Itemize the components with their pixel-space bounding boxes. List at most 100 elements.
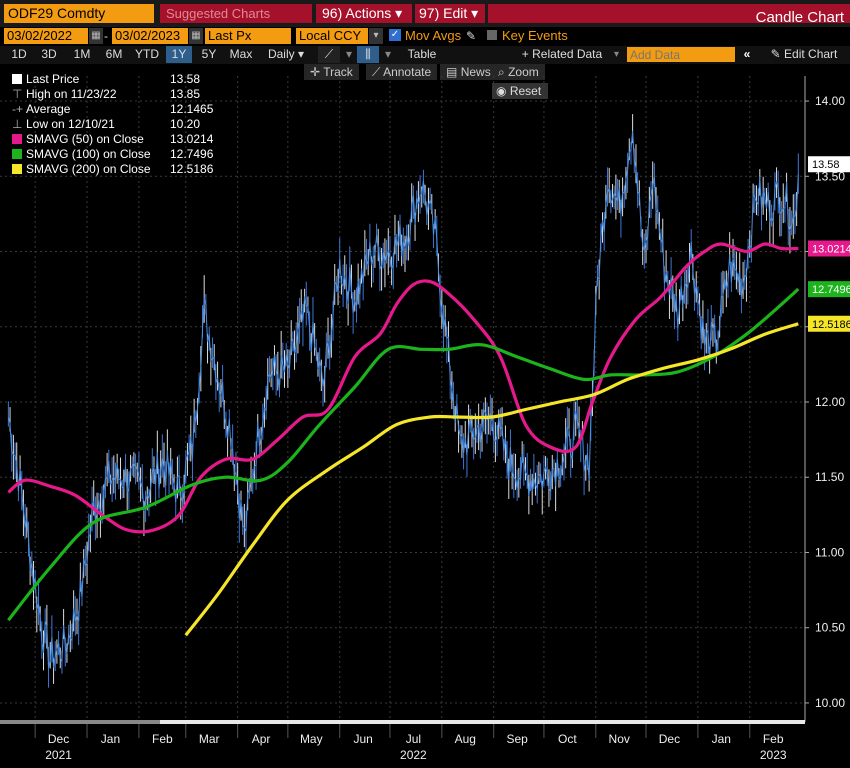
related-data-button[interactable]: + Related Data bbox=[521, 47, 603, 61]
chevron-down-icon: ▾ bbox=[297, 47, 305, 61]
legend-item-sma50: SMAVG (50) on Close 13.0214 bbox=[12, 132, 222, 146]
x-tick-label: May bbox=[300, 732, 323, 746]
average-marker-icon: -+ bbox=[12, 102, 24, 116]
last-value-tag bbox=[808, 281, 850, 298]
mov-avgs-label: Mov Avgs bbox=[405, 28, 462, 43]
table-button[interactable]: Table bbox=[407, 47, 437, 61]
news-button[interactable]: ▤ News bbox=[440, 64, 497, 80]
calendar-icon[interactable]: ▦ bbox=[189, 28, 203, 44]
last-value-text: 13.58 bbox=[812, 159, 840, 171]
actions-label: 96) Actions bbox=[322, 5, 392, 21]
legend-label: SMAVG (50) on Close bbox=[26, 132, 144, 146]
chevron-down-icon[interactable]: ▾ bbox=[345, 47, 353, 61]
key-events-checkbox[interactable] bbox=[487, 30, 497, 40]
x-axis: Dec Jan Feb Mar Apr May Jun Jul Aug Sep Oct Nov Dec J… bbox=[0, 720, 805, 762]
reset-icon: ◉ bbox=[496, 84, 507, 98]
chart-grid bbox=[0, 76, 805, 718]
moving-averages bbox=[7, 242, 800, 637]
x-tick-label: Jan bbox=[712, 732, 731, 746]
x-tick-label: Mar bbox=[199, 732, 220, 746]
range-button[interactable]: 1M bbox=[73, 47, 91, 61]
x-tick-label: Nov bbox=[609, 732, 630, 746]
legend-swatch bbox=[12, 74, 22, 84]
legend-item-last-price: Last Price 13.58 bbox=[12, 72, 222, 86]
low-marker-icon: ⊥ bbox=[12, 117, 23, 131]
sma-line-1 bbox=[7, 287, 800, 622]
tool-row: ✛ Track ⟋ Annotate ▤ News ⌕ Zoom bbox=[0, 64, 850, 82]
period-select[interactable]: Daily ▾ bbox=[262, 46, 310, 63]
range-button[interactable]: 6M bbox=[105, 47, 123, 61]
reset-button[interactable]: ◉ Reset bbox=[492, 83, 548, 99]
y-tick-label: 14.00 bbox=[815, 94, 845, 108]
range-button[interactable]: 1D bbox=[11, 47, 27, 61]
edit-menu[interactable]: 97) Edit ▾ bbox=[415, 4, 485, 23]
legend-label: SMAVG (100) on Close bbox=[26, 147, 151, 161]
actions-menu[interactable]: 96) Actions ▾ bbox=[316, 4, 412, 23]
collapse-icon[interactable]: « bbox=[743, 47, 751, 61]
x-tick-label: Apr bbox=[252, 732, 271, 746]
add-data-input[interactable] bbox=[627, 47, 735, 62]
end-date-input[interactable]: 03/02/2023 bbox=[112, 28, 188, 44]
currency-select[interactable]: Local CCY bbox=[296, 28, 368, 44]
chart-title: Candle Chart bbox=[755, 9, 844, 26]
chevron-down-icon[interactable]: ▾ bbox=[614, 49, 620, 60]
legend-value: 13.85 bbox=[170, 87, 201, 101]
legend-item-sma100: SMAVG (100) on Close 12.7496 bbox=[12, 147, 222, 161]
x-tick-label: Dec bbox=[48, 732, 69, 746]
x-tick-label: Aug bbox=[455, 732, 476, 746]
zoom-label: Zoom bbox=[508, 65, 539, 79]
period-label: Daily bbox=[267, 47, 295, 61]
range-button[interactable]: Max bbox=[229, 47, 253, 61]
legend-swatch bbox=[12, 134, 22, 144]
chevron-down-icon[interactable]: ▾ bbox=[369, 28, 383, 44]
track-label: Track bbox=[323, 65, 353, 79]
time-scrollbar-muted bbox=[0, 720, 160, 724]
line-chart-icon[interactable]: ⟋ bbox=[318, 46, 340, 63]
annotate-button[interactable]: ⟋ Annotate bbox=[366, 64, 438, 80]
mov-avgs-checkbox[interactable]: ✓ bbox=[389, 29, 401, 41]
last-value-labels: 13.58 13.0214 12.7496 12.5186 bbox=[808, 156, 850, 332]
x-tick-label: Jul bbox=[406, 732, 421, 746]
legend-item-low: ⊥ Low on 12/10/21 10.20 bbox=[12, 117, 222, 131]
price-field-select[interactable]: Last Px bbox=[205, 28, 291, 44]
y-tick-label: 11.50 bbox=[815, 470, 844, 484]
candle-chart-icon[interactable]: ⫼ bbox=[357, 46, 379, 63]
x-tick-label: Jun bbox=[353, 732, 372, 746]
time-scrollbar bbox=[0, 720, 805, 724]
chevron-down-icon: ▾ bbox=[395, 5, 403, 21]
suggested-charts-button[interactable]: Suggested Charts bbox=[160, 4, 312, 23]
x-tick-label: Dec bbox=[659, 732, 680, 746]
track-button[interactable]: ✛ Track bbox=[304, 64, 359, 80]
start-date-input[interactable]: 03/02/2022 bbox=[4, 28, 88, 44]
range-button[interactable]: YTD bbox=[135, 47, 159, 61]
crosshair-icon: ✛ bbox=[310, 65, 321, 79]
y-axis: 14.0013.5013.0012.5012.0011.5011.0010.50… bbox=[804, 76, 845, 722]
chevron-down-icon: ▾ bbox=[471, 5, 479, 21]
x-year-label: 2021 bbox=[45, 748, 72, 762]
legend-swatch bbox=[12, 164, 22, 174]
range-row: 1D 3D 1M 6M YTD 1Y 5Y Max Daily ▾ ⟋ ▾ ⫼ … bbox=[0, 46, 850, 64]
edit-chart-button[interactable]: ✎ Edit Chart bbox=[760, 46, 848, 63]
x-tick-label: Feb bbox=[152, 732, 173, 746]
legend-item-high: ⊤ High on 11/23/22 13.85 bbox=[12, 87, 222, 101]
y-tick-label: 11.00 bbox=[815, 545, 844, 559]
chevron-down-icon[interactable]: ▾ bbox=[384, 47, 392, 61]
pencil-icon[interactable]: ✎ bbox=[466, 29, 477, 43]
news-label: News bbox=[460, 65, 491, 79]
legend-swatch bbox=[12, 149, 22, 159]
date-options-row: 03/02/2022 ▦ - 03/02/2023 ▦ Last Px Loca… bbox=[0, 28, 850, 46]
ticker-field[interactable]: ODF29 Comdty bbox=[4, 4, 154, 23]
range-button[interactable]: 5Y bbox=[201, 47, 217, 61]
news-icon: ▤ bbox=[446, 65, 458, 79]
reset-label: Reset bbox=[509, 84, 542, 98]
range-button[interactable]: 3D bbox=[41, 47, 57, 61]
legend-value: 12.5186 bbox=[170, 162, 214, 176]
zoom-button[interactable]: ⌕ Zoom bbox=[492, 64, 545, 80]
magnifier-icon: ⌕ bbox=[498, 65, 505, 79]
legend-value: 13.0214 bbox=[170, 132, 214, 146]
calendar-icon[interactable]: ▦ bbox=[89, 28, 103, 44]
range-button-selected[interactable]: 1Y bbox=[166, 46, 192, 63]
y-tick-label: 10.50 bbox=[815, 621, 845, 635]
date-separator: - bbox=[104, 29, 108, 43]
